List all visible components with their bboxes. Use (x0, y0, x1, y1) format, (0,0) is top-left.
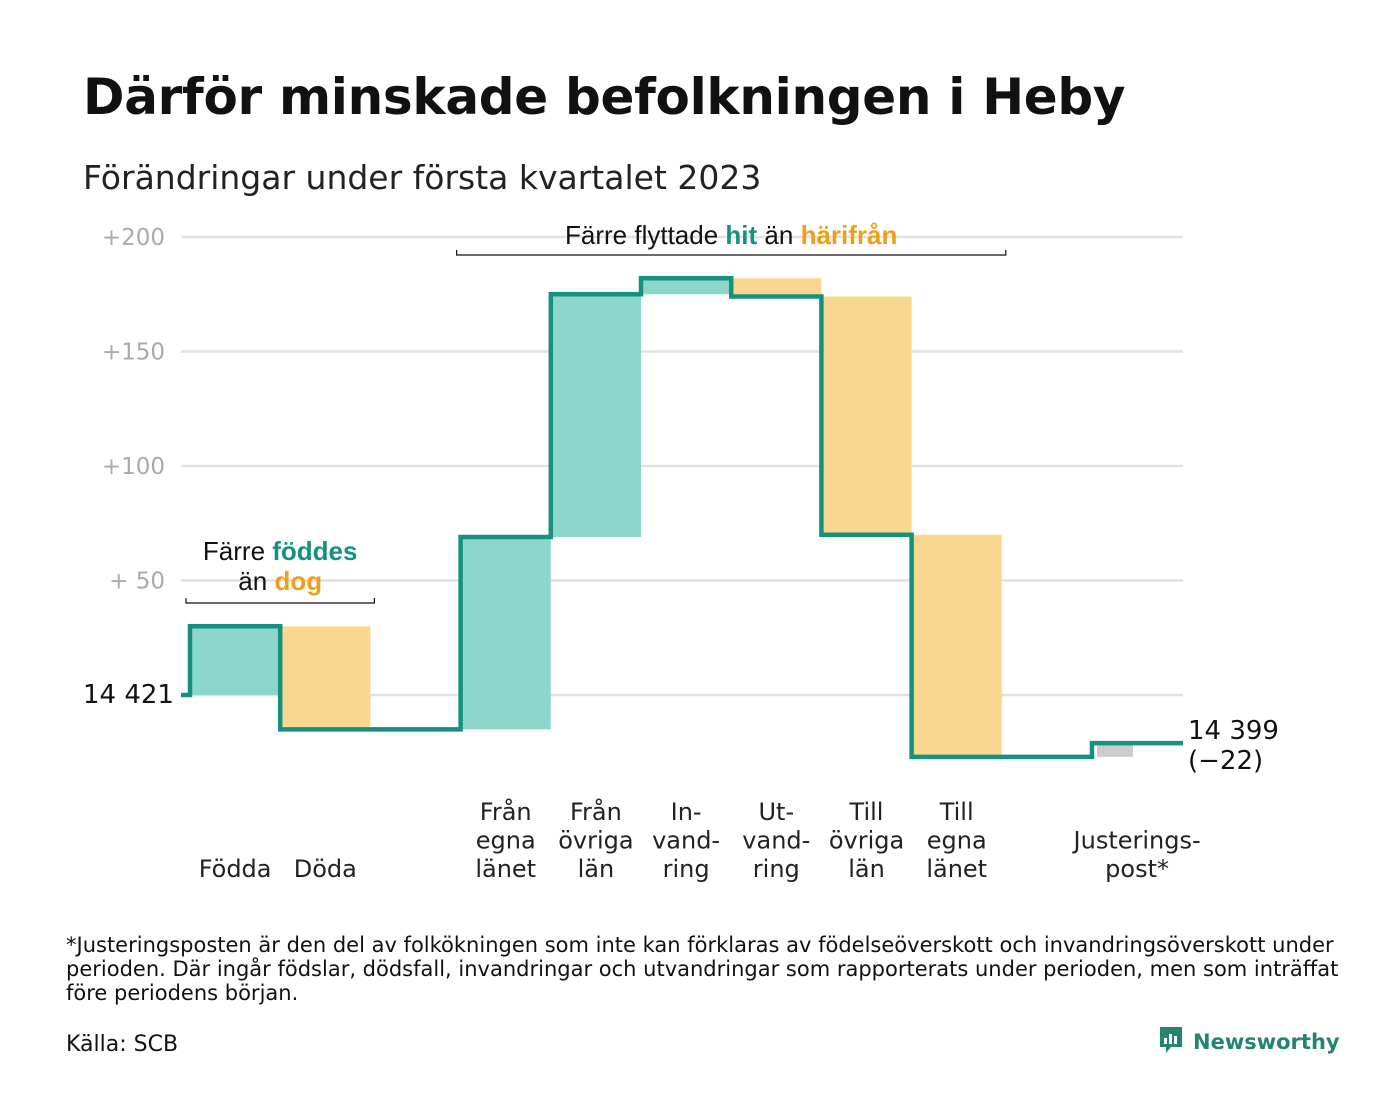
category-label: Från (480, 797, 532, 826)
category-label: Döda (294, 855, 357, 883)
category-label: ring (663, 855, 710, 883)
annotation-text: än dog (238, 566, 322, 596)
annotation-text-part: än (238, 566, 274, 596)
start-value-label: 14 421 (83, 680, 174, 710)
category-label: länet (475, 855, 536, 883)
category-label: egna (476, 827, 536, 855)
y-tick-label: +100 (102, 454, 165, 480)
waterfall-bar (821, 296, 912, 535)
category-label: Födda (199, 855, 272, 883)
y-tick-label: + 50 (109, 569, 165, 595)
annotation-text: Färre flyttade hit än härifrån (565, 220, 897, 250)
brand-logo[interactable]: Newsworthy (1158, 1025, 1340, 1059)
category-label: In- (671, 798, 702, 826)
annotation-text-part: Färre flyttade (565, 220, 725, 250)
annotation-bracket (185, 598, 375, 604)
brand-name: Newsworthy (1193, 1030, 1340, 1054)
category-label: län (848, 855, 885, 883)
category-label: Ut- (758, 798, 794, 826)
annotation-bracket (456, 250, 1007, 256)
waterfall-bar (280, 626, 371, 730)
footnote: *Justeringsposten är den del av folkökni… (66, 933, 1339, 1005)
end-change-label: (−22) (1188, 746, 1263, 776)
category-label: Till (849, 798, 884, 826)
category-label: vand- (742, 827, 810, 855)
category-label: länet (926, 855, 987, 883)
waterfall-bar (550, 294, 641, 537)
cumulative-step-line (181, 275, 1183, 760)
waterfall-bar (641, 278, 732, 295)
annotation-text-part: hit (725, 220, 757, 250)
annotation-text-part: härifrån (801, 220, 898, 250)
category-label: Till (939, 798, 974, 826)
waterfall-bar (190, 626, 281, 695)
chart-title: Därför minskade befolkningen i Heby (83, 68, 1126, 126)
chart-subtitle: Förändringar under första kvartalet 2023 (83, 158, 762, 197)
category-label: vand- (652, 827, 720, 855)
annotation-text: Färre föddes (203, 536, 358, 566)
annotation-text-part: än (757, 220, 800, 250)
bar-layer (190, 278, 1133, 757)
annotation-text-part: Färre (203, 536, 272, 566)
end-value-label: 14 399 (1188, 716, 1279, 746)
waterfall-bar (1097, 743, 1133, 757)
category-label: ring (753, 855, 800, 883)
annotation-text-part: dog (274, 566, 322, 596)
y-tick-label: +150 (102, 340, 165, 366)
newsworthy-logo-icon (1158, 1025, 1184, 1059)
waterfall-chart: +200 +150 +100 + 50 14 421 14 399(−22) Födda Dö… (83, 220, 1279, 883)
category-label: Justerings- (1072, 827, 1201, 855)
waterfall-bar (731, 278, 822, 297)
y-tick-label: +200 (102, 225, 165, 251)
category-label: övriga (829, 827, 904, 855)
line-layer (181, 275, 1183, 760)
waterfall-bar (911, 534, 1002, 757)
category-label: övriga (558, 827, 633, 855)
category-label: egna (927, 827, 987, 855)
annotation-text-part: föddes (272, 536, 357, 566)
source-label: Källa: SCB (66, 1032, 179, 1057)
category-label: län (578, 855, 615, 883)
waterfall-bar (460, 536, 551, 730)
category-label: Från (570, 797, 622, 826)
text-layer: +200 +150 +100 + 50 14 421 14 399(−22) Födda Dö… (83, 220, 1279, 883)
category-label: post* (1105, 855, 1169, 883)
